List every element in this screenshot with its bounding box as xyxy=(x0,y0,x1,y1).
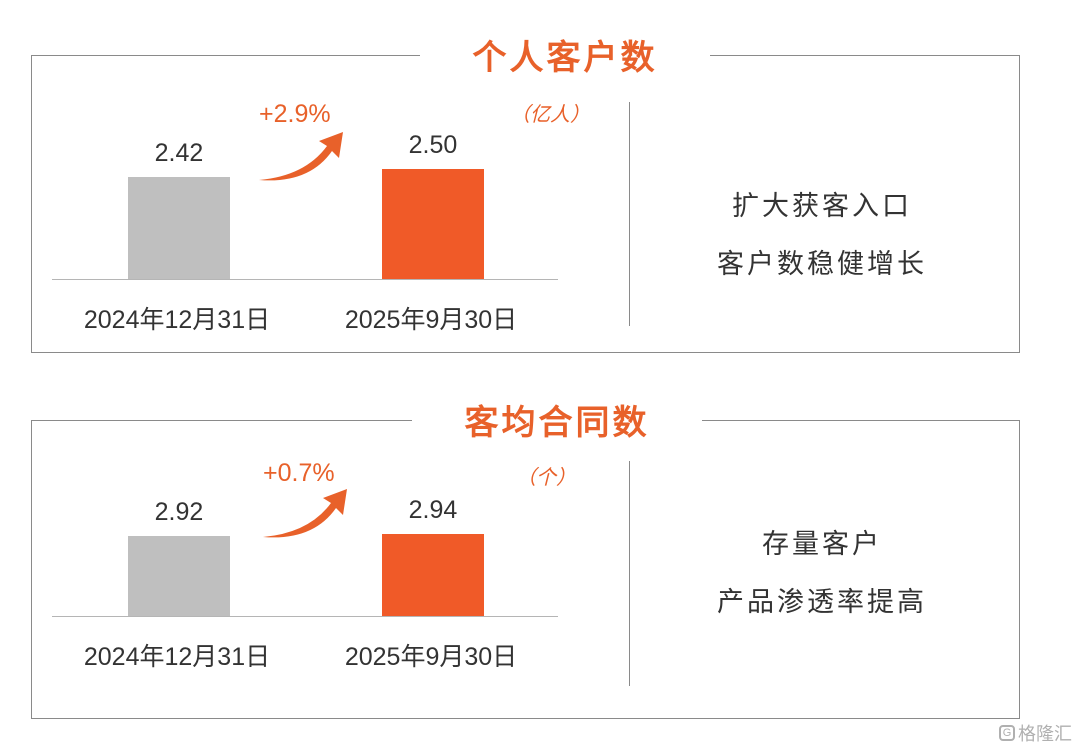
bar-2025 xyxy=(382,534,484,616)
growth-arrow-icon xyxy=(259,132,343,181)
unit-label: （个） xyxy=(516,465,576,489)
watermark-text: 格隆汇 xyxy=(1018,724,1072,744)
category-label: 2024年12月31日 xyxy=(83,643,271,671)
note-line: 扩大获客入口 xyxy=(732,191,912,222)
growth-label: +0.7% xyxy=(263,459,335,487)
growth-arrow-icon xyxy=(263,489,347,538)
bar-value-label: 2.94 xyxy=(408,496,458,524)
note-line: 产品渗透率提高 xyxy=(717,587,927,618)
panel-divider xyxy=(629,102,630,326)
bar-2024 xyxy=(128,177,230,279)
customer-count-panel: 个人客户数 （亿人） 2.42 2.50 +2.9% 2024年12月31日 2… xyxy=(31,26,1020,353)
watermark-logo-icon: G xyxy=(999,725,1015,741)
unit-label: （亿人） xyxy=(510,102,590,126)
growth-label: +2.9% xyxy=(259,100,331,128)
note-line: 存量客户 xyxy=(762,529,882,560)
chart-baseline xyxy=(52,616,558,617)
panel-divider xyxy=(629,461,630,686)
panel-title: 客均合同数 xyxy=(412,391,702,447)
note-line: 客户数稳健增长 xyxy=(717,249,927,280)
panel-title: 个人客户数 xyxy=(420,26,710,82)
bar-value-label: 2.42 xyxy=(154,139,204,167)
bar-value-label: 2.50 xyxy=(408,131,458,159)
category-label: 2025年9月30日 xyxy=(344,306,518,334)
contracts-per-customer-panel: 客均合同数 （个） 2.92 2.94 +0.7% 2024年12月31日 20… xyxy=(31,391,1020,719)
bar-2025 xyxy=(382,169,484,279)
category-label: 2024年12月31日 xyxy=(83,306,271,334)
category-label: 2025年9月30日 xyxy=(344,643,518,671)
chart-baseline xyxy=(52,279,558,280)
bar-2024 xyxy=(128,536,230,616)
watermark: G 格隆汇 xyxy=(999,720,1072,746)
bar-value-label: 2.92 xyxy=(154,498,204,526)
